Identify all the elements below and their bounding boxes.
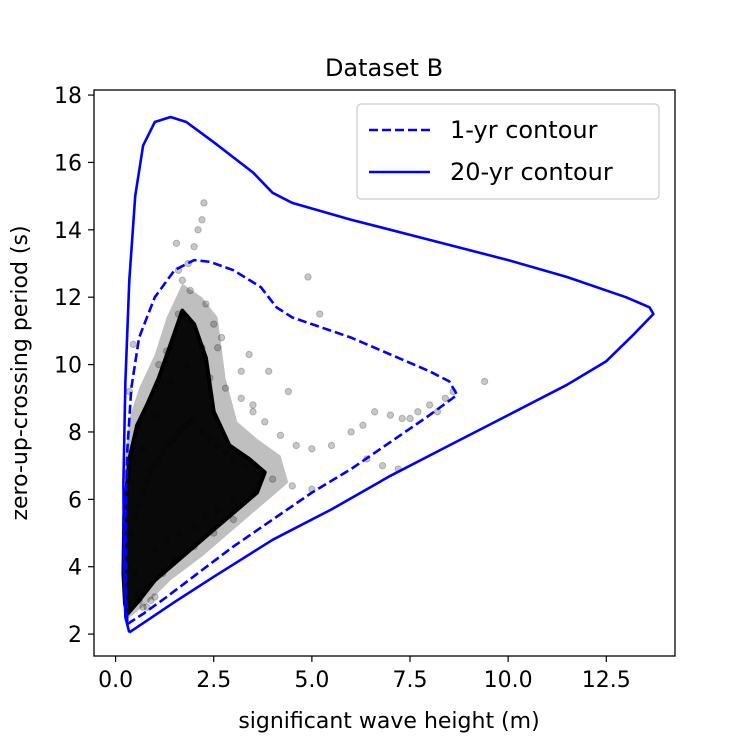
x-axis-label: significant wave height (m) xyxy=(238,709,539,734)
scatter-point xyxy=(264,367,273,376)
twenty-year-contour-line xyxy=(122,115,655,634)
scatter-point xyxy=(237,367,245,376)
scatter-point xyxy=(229,515,238,524)
scatter-point xyxy=(284,387,293,396)
plot-area xyxy=(121,115,655,634)
scatter-point xyxy=(200,199,208,207)
scatter-point xyxy=(198,216,206,224)
x-tick-label: 2.5 xyxy=(196,668,231,693)
y-tick-label: 18 xyxy=(54,84,82,109)
scatter-point xyxy=(378,461,387,470)
x-tick-label: 12.5 xyxy=(582,668,631,693)
scatter-point xyxy=(202,300,210,308)
scatter-point xyxy=(261,418,269,426)
scatter-point xyxy=(129,340,137,349)
scatter-point xyxy=(480,377,489,386)
y-axis-label: zero-up-crossing period (s) xyxy=(8,225,33,520)
scatter-point xyxy=(347,428,355,436)
scatter-point xyxy=(414,408,422,416)
x-tick-label: 10.0 xyxy=(484,668,533,693)
scatter-point xyxy=(370,408,379,416)
x-tick-label: 5.0 xyxy=(294,668,329,693)
scatter-point xyxy=(210,320,218,328)
y-axis-ticks: 2 4 6 8 10 12 14 16 18 xyxy=(54,84,94,648)
scatter-point xyxy=(276,431,285,440)
scatter-point xyxy=(308,445,316,453)
scatter-point xyxy=(237,394,245,402)
y-tick-label: 12 xyxy=(54,286,82,311)
legend-label: 1-yr contour xyxy=(450,116,598,144)
scatter-point xyxy=(213,344,222,352)
scatter-point xyxy=(178,276,187,285)
y-tick-label: 4 xyxy=(68,556,82,581)
scatter-point xyxy=(292,441,300,450)
scatter-point xyxy=(268,475,277,483)
scatter-point xyxy=(217,333,226,342)
scatter-point xyxy=(406,414,414,423)
x-tick-label: 0.0 xyxy=(98,668,133,693)
one-year-contour-line xyxy=(124,258,459,626)
scatter-point xyxy=(316,310,324,318)
scatter-point xyxy=(249,408,257,416)
scatter-point xyxy=(194,226,202,234)
plot-frame xyxy=(93,89,676,657)
scatter-point xyxy=(386,411,395,419)
scatter-point xyxy=(304,273,312,281)
chart-title: Dataset B xyxy=(325,54,443,82)
scatter-point xyxy=(147,596,155,605)
scatter-point xyxy=(398,414,406,423)
scatter-point xyxy=(288,482,296,490)
scatter-point xyxy=(441,394,450,402)
y-tick-label: 10 xyxy=(54,354,82,379)
legend-label: 20-yr contour xyxy=(450,158,613,186)
scatter-point xyxy=(151,593,159,601)
scatter-point xyxy=(425,401,434,409)
y-tick-label: 16 xyxy=(54,151,82,176)
x-tick-label: 7.5 xyxy=(393,668,428,693)
scatter-point xyxy=(327,441,336,450)
y-tick-label: 2 xyxy=(68,623,82,648)
y-tick-label: 14 xyxy=(54,219,82,244)
y-tick-label: 8 xyxy=(68,421,82,446)
scatter-point xyxy=(172,239,181,247)
x-axis-ticks: 0.0 2.5 5.0 7.5 10.0 12.5 xyxy=(98,656,631,693)
contour-lines xyxy=(122,115,655,634)
scatter-point xyxy=(186,286,194,295)
legend: 1-yr contour 20-yr contour xyxy=(356,103,660,200)
scatter-dense-region xyxy=(121,283,289,619)
legend-box xyxy=(356,103,660,200)
scatter-point xyxy=(249,401,257,409)
scatter-point xyxy=(190,242,198,251)
scatter-point xyxy=(139,603,147,611)
scatter-point xyxy=(245,350,253,359)
scatter-dense-core xyxy=(121,308,267,616)
scatter-point xyxy=(359,421,367,429)
scatter-halo xyxy=(122,283,289,619)
scatter-point xyxy=(221,384,230,392)
y-tick-label: 6 xyxy=(68,488,82,513)
